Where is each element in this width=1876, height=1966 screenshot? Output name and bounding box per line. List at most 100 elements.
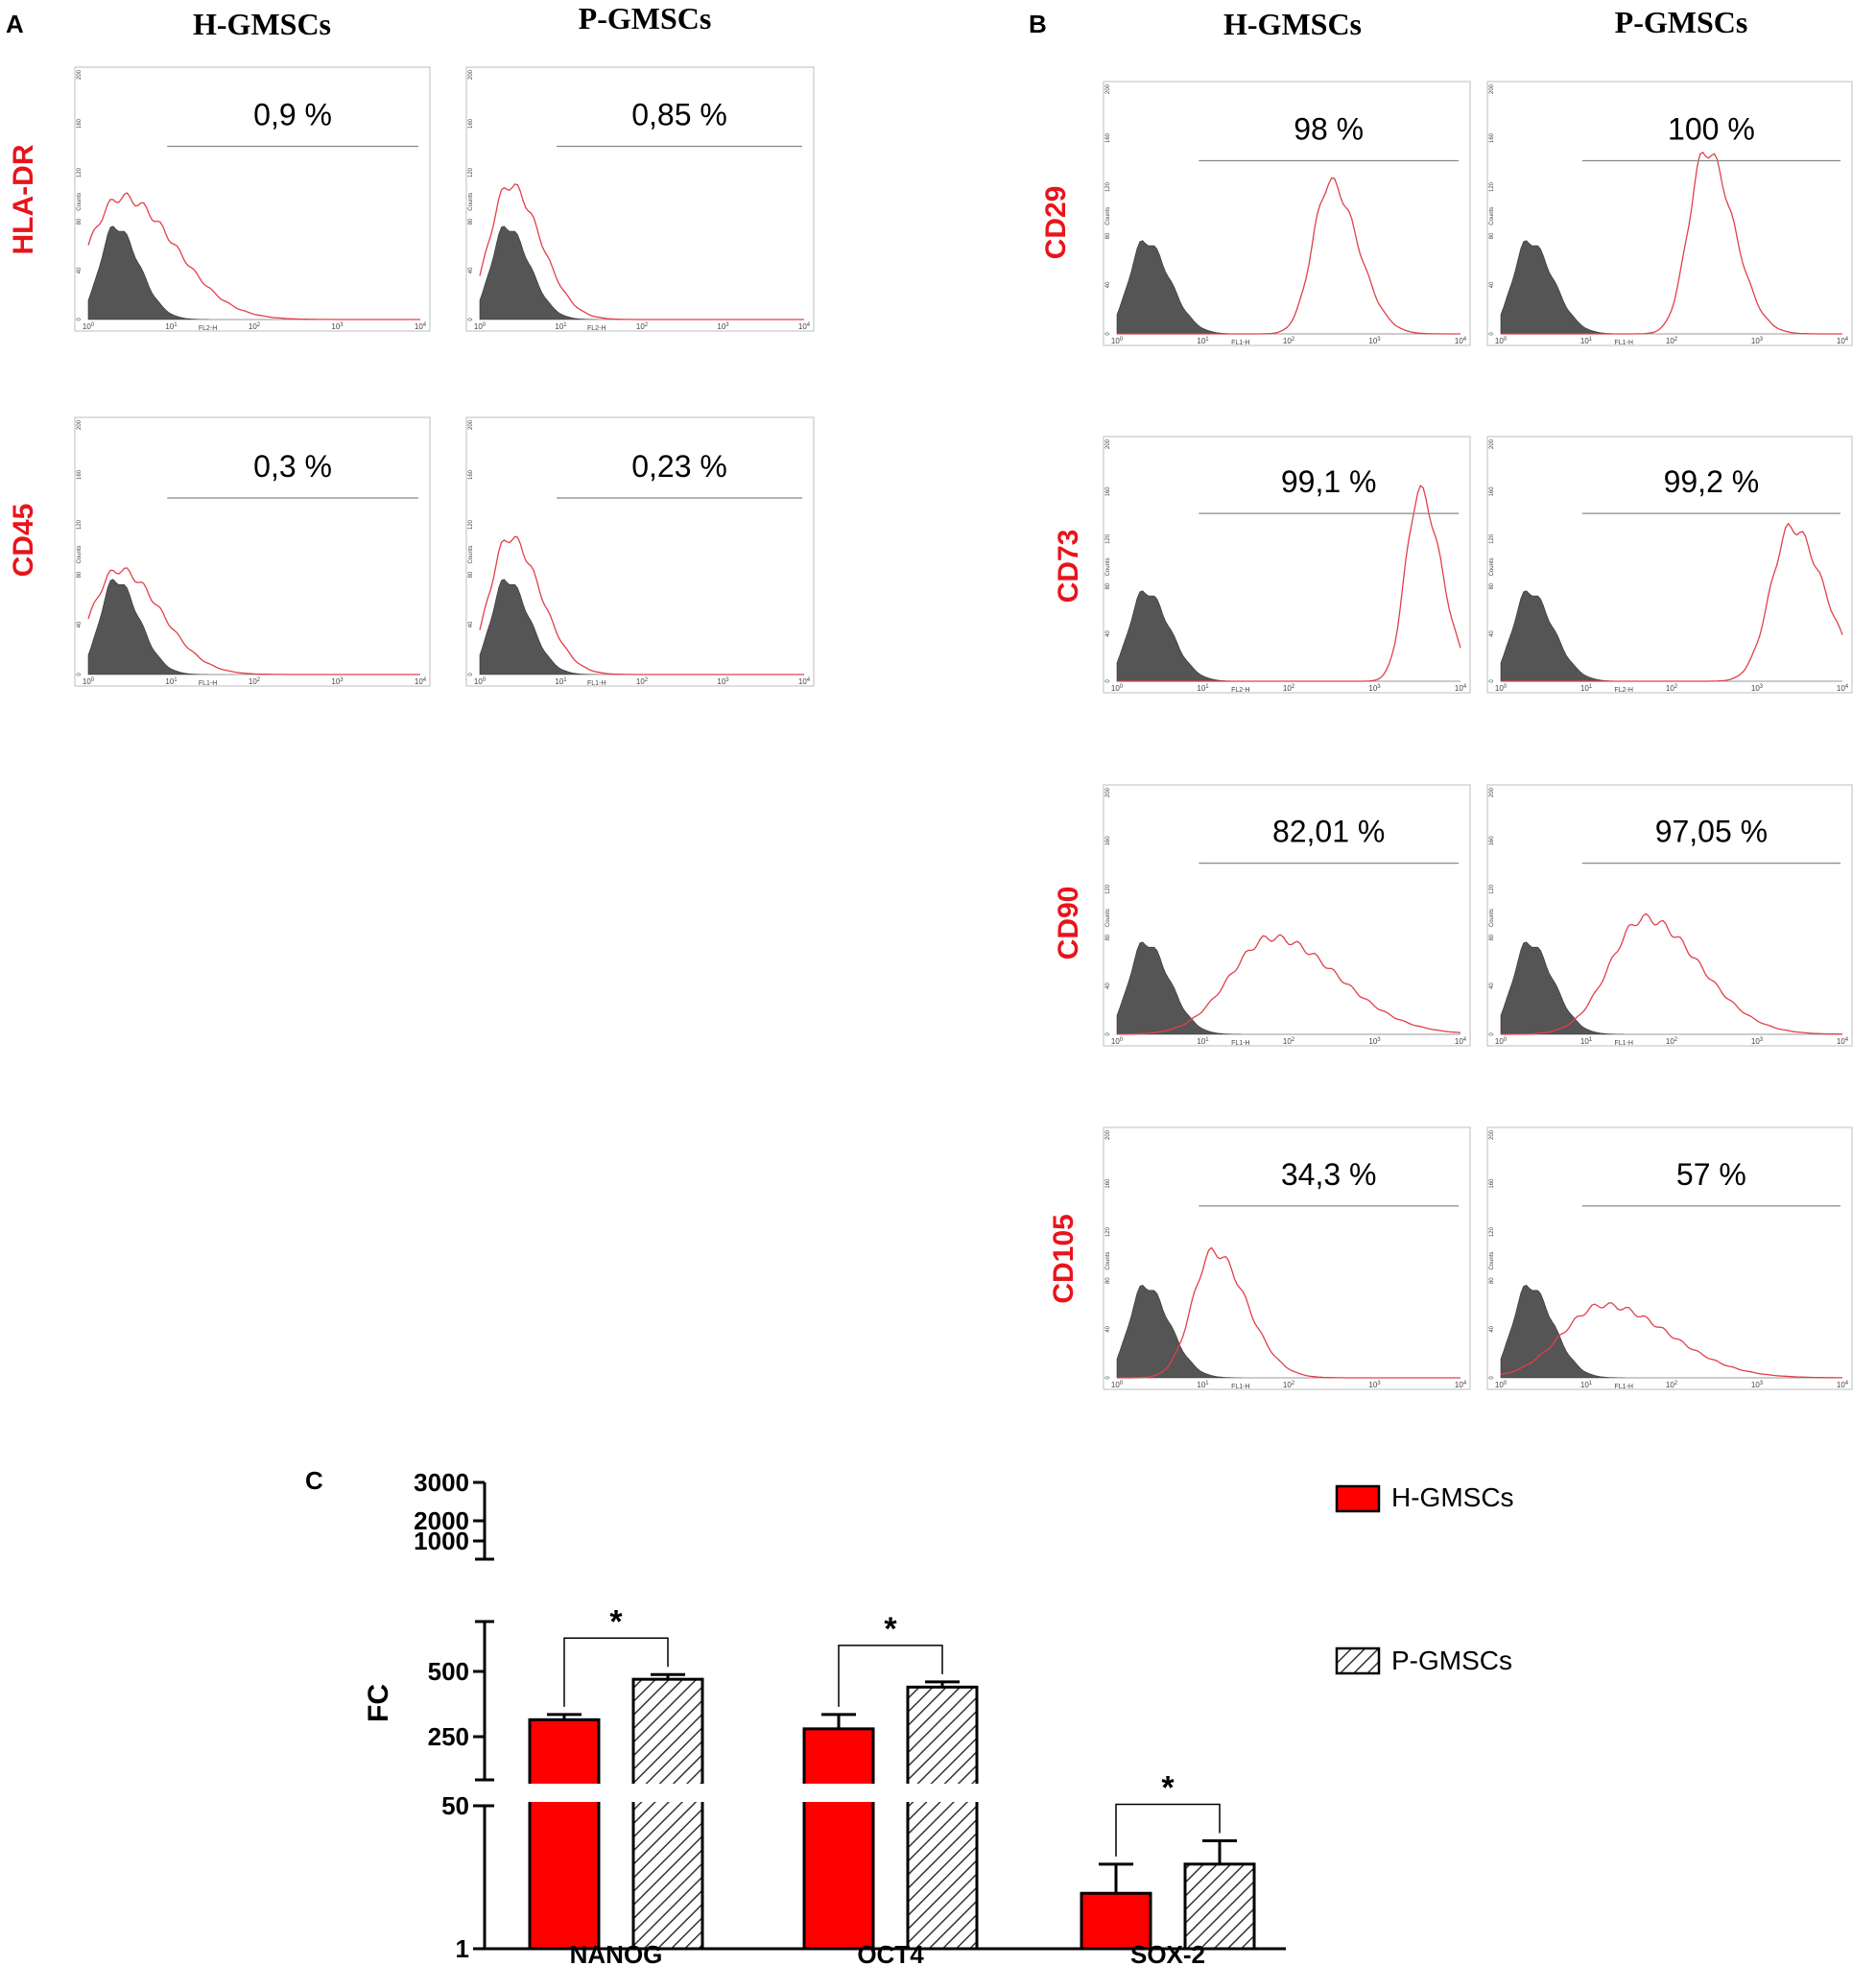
y-tick-label: 80 xyxy=(1489,1277,1495,1284)
y-axis-label: Counts xyxy=(468,545,474,563)
x-tick-label: 102 xyxy=(636,677,649,686)
y-tick-label: 40 xyxy=(1489,281,1495,288)
isotype-histogram xyxy=(1116,941,1460,1035)
x-tick-label: 104 xyxy=(1837,684,1849,693)
x-tick-label: 103 xyxy=(1751,1381,1764,1389)
x-axis-label: FL1-H xyxy=(587,680,606,687)
y-tick-label: 80 xyxy=(1489,582,1495,589)
y-tick-label: 80 xyxy=(1489,934,1495,940)
x-tick-label: 100 xyxy=(474,322,487,331)
y-tick-label: 200 xyxy=(1105,83,1111,94)
y-tick-label: 120 xyxy=(468,519,474,530)
y-tick-label: 500 xyxy=(428,1657,469,1686)
y-tick-label: 160 xyxy=(77,118,83,129)
significance-bracket xyxy=(838,1645,943,1707)
y-tick-label: 40 xyxy=(77,267,83,273)
x-tick-label: 100 xyxy=(1495,1381,1508,1389)
panel-a-header-h: H-GMSCs xyxy=(193,7,331,41)
y-tick-label: 1 xyxy=(456,1934,469,1963)
x-tick-label: 100 xyxy=(1111,1381,1124,1389)
panel-b-header-h: H-GMSCs xyxy=(1223,7,1362,41)
y-tick-label: 120 xyxy=(1489,884,1495,894)
marker-label-cd105: CD105 xyxy=(1048,1214,1080,1303)
x-tick-label: 101 xyxy=(165,677,178,686)
marker-histogram xyxy=(1117,1246,1460,1379)
x-tick-label: 102 xyxy=(1666,1037,1678,1046)
x-tick-label: 104 xyxy=(1455,1381,1467,1389)
histogram-cd29-p: 0 40 80 120 160 200 Counts 100 101 102 103 104 FL1-H… xyxy=(1486,81,1853,346)
axis-break-gap xyxy=(1078,1563,1258,1618)
isotype-histogram xyxy=(1500,240,1842,335)
y-tick-label: 40 xyxy=(1105,1325,1111,1332)
percent-label: 0,9 % xyxy=(253,98,332,132)
percent-label: 99,2 % xyxy=(1664,464,1760,499)
x-tick-label: 101 xyxy=(1197,1381,1209,1389)
y-tick-label: 200 xyxy=(468,419,474,430)
x-axis-label: FL2-H xyxy=(587,325,606,332)
y-tick-label: 200 xyxy=(1489,438,1495,449)
y-tick-label: 160 xyxy=(1105,836,1111,846)
y-tick-label: 0 xyxy=(468,318,474,321)
y-tick-label: 0 xyxy=(1105,332,1111,336)
y-tick-label: 0 xyxy=(1105,679,1111,683)
x-tick-label: 102 xyxy=(1283,337,1295,345)
x-tick-label: 100 xyxy=(1495,337,1508,345)
y-tick-label: 80 xyxy=(1489,232,1495,239)
y-axis-label: Counts xyxy=(1489,207,1495,225)
y-tick-label: 200 xyxy=(1489,1129,1495,1140)
y-tick-label: 80 xyxy=(468,218,474,225)
x-tick-label: 102 xyxy=(1666,684,1678,693)
y-tick-label: 120 xyxy=(77,167,83,178)
x-tick-label: 104 xyxy=(1455,1037,1467,1046)
percent-label: 97,05 % xyxy=(1655,815,1768,849)
x-axis-label: FL2-H xyxy=(1231,687,1249,694)
x-tick-label: 104 xyxy=(415,677,427,686)
x-tick-label: 101 xyxy=(1197,1037,1209,1046)
percent-label: 0,23 % xyxy=(631,449,727,484)
y-tick-label: 1000 xyxy=(414,1527,469,1555)
y-tick-label: 200 xyxy=(1105,787,1111,797)
y-tick-label: 120 xyxy=(1105,884,1111,894)
y-tick-label: 200 xyxy=(1489,787,1495,797)
y-tick-label: 0 xyxy=(1489,1032,1495,1036)
x-tick-label: 100 xyxy=(474,677,487,686)
y-tick-label: 0 xyxy=(77,673,83,676)
significance-star: * xyxy=(884,1611,897,1647)
histogram-cd73-p: 0 40 80 120 160 200 Counts 100 101 102 103 104 FL2-H… xyxy=(1486,436,1853,694)
y-tick-label: 160 xyxy=(1105,1178,1111,1189)
y-tick-label: 120 xyxy=(1489,533,1495,544)
x-axis-label: FL1-H xyxy=(1614,340,1632,346)
significance-star: * xyxy=(609,1603,623,1640)
bar-oct4-h xyxy=(802,1727,875,1951)
x-tick-label: 103 xyxy=(717,677,729,686)
legend-label-p-gmscs: P-GMSCs xyxy=(1391,1646,1512,1675)
marker-label-cd45: CD45 xyxy=(8,504,39,578)
isotype-histogram xyxy=(1500,941,1842,1035)
y-tick-label: 80 xyxy=(77,571,83,578)
marker-histogram xyxy=(87,567,420,675)
x-tick-label: 100 xyxy=(83,322,95,331)
y-tick-label: 80 xyxy=(1105,1277,1111,1284)
y-tick-label: 80 xyxy=(1105,934,1111,940)
y-tick-label: 40 xyxy=(468,267,474,273)
y-tick-label: 120 xyxy=(77,519,83,530)
x-axis-label: FL1-H xyxy=(1614,1040,1632,1047)
y-tick-label: 2000 xyxy=(414,1506,469,1535)
legend-label-h-gmscs: H-GMSCs xyxy=(1391,1482,1514,1512)
x-axis-label: FL1-H xyxy=(1614,1384,1632,1390)
x-axis-label: FL1-H xyxy=(199,680,217,687)
y-tick-label: 200 xyxy=(77,69,83,80)
significance-bracket xyxy=(563,1637,669,1707)
x-tick-label: 103 xyxy=(1751,684,1764,693)
panel-b-header-p: P-GMSCs xyxy=(1615,5,1748,39)
marker-histogram xyxy=(1117,177,1460,335)
x-tick-label: 103 xyxy=(1368,1381,1381,1389)
y-tick-label: 0 xyxy=(1105,1032,1111,1036)
y-axis-label: Counts xyxy=(1489,909,1495,927)
y-tick-label: 200 xyxy=(468,69,474,80)
histogram-hla-dr-p: 0 40 80 120 160 200 Counts 100 101 102 103 104 FL2-H… xyxy=(465,66,815,332)
x-axis-label: FL2-H xyxy=(1614,687,1632,694)
x-tick-label: 101 xyxy=(555,677,567,686)
y-tick-label: 0 xyxy=(468,673,474,676)
